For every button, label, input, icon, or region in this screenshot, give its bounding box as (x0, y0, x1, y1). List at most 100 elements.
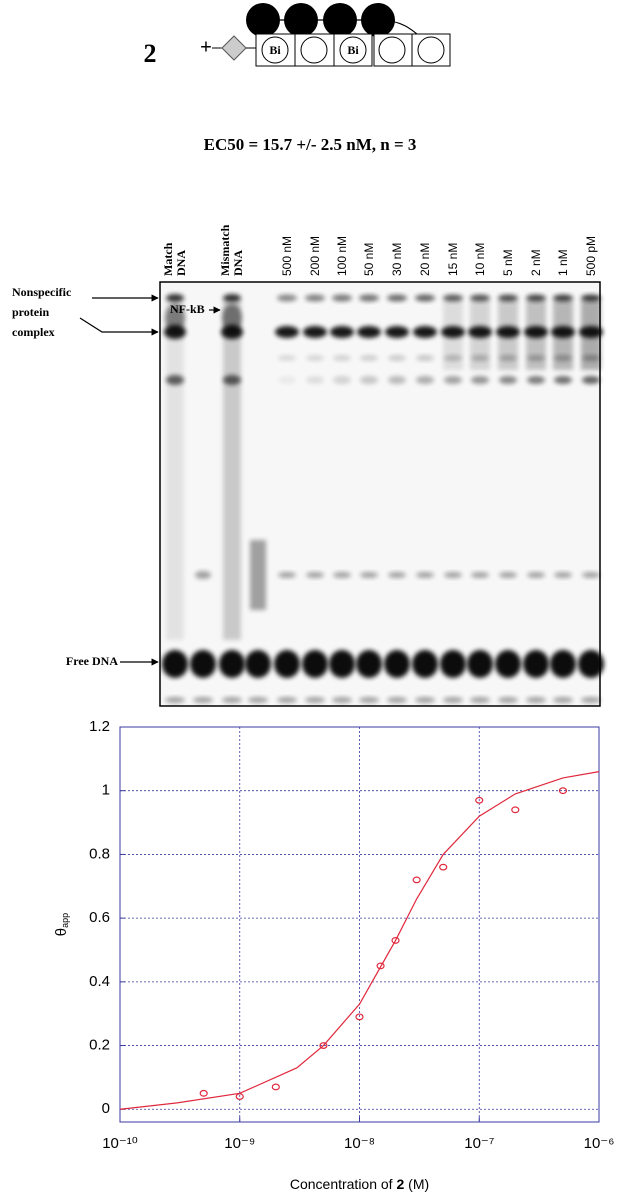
data-point (558, 787, 568, 795)
gel-band (416, 376, 434, 384)
data-point (355, 1013, 364, 1021)
gel-band (278, 355, 296, 361)
gel-band (162, 650, 188, 678)
x-tick-label: 10⁻⁸ (344, 1135, 375, 1152)
x-axis-label-part: Concentration of (290, 1176, 397, 1192)
gel-band (385, 326, 409, 338)
gel-smear (470, 300, 490, 370)
y-tick-label: 0.4 (89, 973, 110, 990)
gel-band (332, 294, 352, 302)
lane-label: 2 nM (529, 249, 543, 276)
lane-label: DNA (231, 250, 245, 276)
gel-band (526, 697, 546, 703)
y-tick-label: 0.8 (89, 845, 110, 862)
gel-band (470, 697, 490, 703)
gel-band (219, 650, 245, 678)
compound-label: 2 (144, 39, 157, 68)
unit-label: Bi (269, 43, 281, 57)
gel-band (333, 376, 351, 384)
gel-band (302, 650, 328, 678)
y-tick-label: 1 (102, 782, 110, 799)
ec50: EC50 = 15.7 +/- 2.5 nM, n = 3 (204, 135, 417, 154)
gel-band (245, 650, 271, 678)
gel-band (581, 294, 601, 302)
gel-band (443, 294, 463, 302)
y-axis-label: θapp (53, 913, 70, 936)
gel-annotation: complex (12, 325, 55, 339)
gel-band (360, 376, 378, 384)
gel-band (306, 376, 324, 384)
gel-band (357, 326, 381, 338)
x-tick-label: 10⁻⁷ (464, 1135, 494, 1152)
gel-band (444, 572, 462, 578)
gel-band (333, 355, 351, 361)
gel-smear (443, 300, 463, 370)
gel-band (554, 376, 572, 384)
gel-band (582, 572, 600, 578)
gel-annotation: Nonspecific (12, 285, 72, 299)
gel-annotation: protein (12, 305, 49, 319)
data-point (439, 863, 448, 871)
data-point (412, 876, 421, 884)
y-tick-label: 0.2 (89, 1037, 110, 1054)
gel-band (277, 697, 297, 703)
gel-smear (166, 300, 184, 640)
gel-band (499, 572, 517, 578)
gel-band (330, 326, 354, 338)
x-axis-label-part: (M) (404, 1176, 429, 1192)
gel-band (248, 697, 268, 703)
x-tick-label: 10⁻⁹ (224, 1135, 255, 1152)
data-point (319, 1042, 328, 1049)
gel (159, 281, 604, 707)
gel-band (387, 697, 407, 703)
gel-band (356, 650, 382, 678)
lane-label: 500 pM (584, 236, 598, 276)
gel-band (306, 572, 324, 578)
gel-band (193, 697, 213, 703)
gel-band (526, 294, 546, 302)
gel-band (498, 294, 518, 302)
gel-smear (498, 300, 518, 370)
lane-label: DNA (174, 250, 188, 276)
gel-band (553, 697, 573, 703)
gel-band (359, 294, 379, 302)
gel-band (527, 572, 545, 578)
lane-label: Match (161, 242, 175, 276)
gel-annotation: NF-kB (170, 302, 205, 316)
gel-band (388, 355, 406, 361)
gel-band (360, 355, 378, 361)
y-axis-label-symbol: θ (53, 928, 70, 936)
gel-band (274, 650, 300, 678)
y-tick-label: 0.6 (89, 909, 110, 926)
x-tick-label: 10⁻⁶ (584, 1135, 615, 1152)
gel-band (471, 572, 489, 578)
gel-band (444, 376, 462, 384)
gel-band (416, 355, 434, 361)
gel-annotation: Free DNA (66, 654, 118, 668)
gel-band (165, 697, 185, 703)
gel-band (499, 376, 517, 384)
gel-band (554, 572, 572, 578)
x-tick-label: 10⁻¹⁰ (102, 1135, 138, 1152)
lane-label: Mismatch (218, 224, 232, 276)
gel-band (222, 697, 242, 703)
data-point (235, 1093, 244, 1100)
gel-smear (553, 300, 573, 370)
gel-band (306, 355, 324, 361)
gel-band (360, 572, 378, 578)
gel-band (190, 650, 216, 678)
gel-band (388, 376, 406, 384)
lane-label: 20 nM (418, 243, 432, 276)
gel-band (332, 697, 352, 703)
lane-label: 1 nM (556, 249, 570, 276)
data-point (376, 962, 385, 970)
gel-band (329, 650, 355, 678)
gel-band (415, 294, 435, 302)
gel-band (303, 326, 327, 338)
lane-label: 100 nM (335, 236, 349, 276)
lane-label: 15 nM (446, 243, 460, 276)
lane-label: 30 nM (390, 243, 404, 276)
lane-label: 5 nM (501, 249, 515, 276)
gel-band (359, 697, 379, 703)
